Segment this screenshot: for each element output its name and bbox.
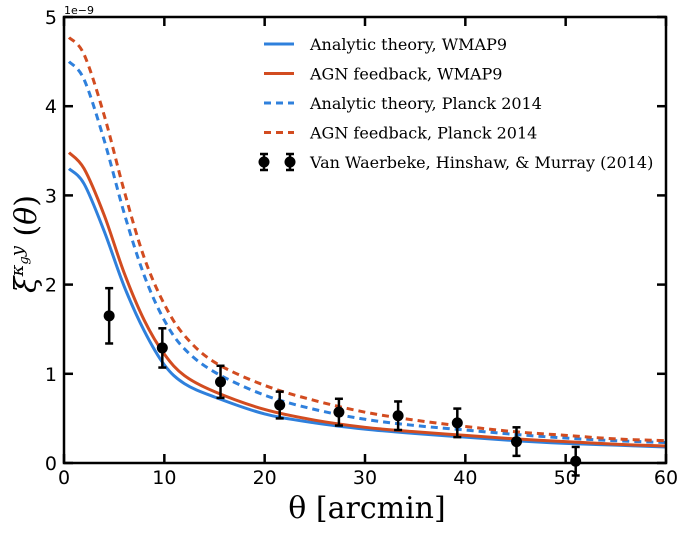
legend-entry: AGN feedback, Planck 2014 [264, 124, 537, 143]
axis-ticks [62, 15, 668, 465]
y-axis-label: ξκgy (θ) [7, 195, 44, 293]
legend-label: Analytic theory, Planck 2014 [309, 94, 542, 113]
y-tick-label: 5 [45, 7, 57, 29]
legend: Analytic theory, WMAP9 AGN feedback, WMAP… [258, 35, 653, 172]
y-scale-label: 1e−9 [64, 4, 94, 17]
x-tick-label: 30 [353, 467, 377, 489]
x-tick-label: 60 [654, 467, 678, 489]
data-point [392, 400, 404, 432]
data-point [511, 426, 523, 458]
data-point [451, 407, 463, 439]
tick-labels: 0 10 20 30 40 50 60 0 1 2 3 4 5 [45, 7, 678, 489]
legend-entry: Analytic theory, Planck 2014 [264, 94, 542, 113]
series-curves [67, 36, 667, 449]
data-point [333, 397, 345, 427]
y-tick-label: 2 [45, 275, 57, 297]
y-tick-label: 0 [45, 453, 57, 475]
legend-label: Van Waerbeke, Hinshaw, & Murray (2014) [309, 153, 653, 172]
series-line-2 [67, 151, 667, 448]
legend-entry: Van Waerbeke, Hinshaw, & Murray (2014) [258, 152, 653, 172]
data-point [274, 390, 286, 420]
x-tick-label: 0 [58, 467, 70, 489]
legend-label: Analytic theory, WMAP9 [309, 35, 507, 54]
y-tick-label: 3 [45, 185, 57, 207]
x-tick-label: 50 [554, 467, 578, 489]
series-line-3 [67, 60, 667, 444]
series-line-4 [67, 36, 667, 443]
legend-label: AGN feedback, WMAP9 [309, 65, 502, 84]
data-point [215, 364, 227, 400]
legend-entry: AGN feedback, WMAP9 [264, 65, 502, 84]
data-point [156, 327, 168, 369]
plot-frame [62, 15, 668, 465]
y-tick-label: 4 [45, 96, 57, 118]
legend-entry: Analytic theory, WMAP9 [264, 35, 507, 54]
x-axis-label: θ [arcmin] [288, 491, 445, 526]
y-tick-label: 1 [45, 364, 57, 386]
x-tick-label: 40 [453, 467, 477, 489]
data-point [103, 286, 115, 345]
data-points [103, 286, 582, 477]
series-line-1 [67, 167, 667, 449]
legend-label: AGN feedback, Planck 2014 [309, 124, 537, 143]
x-tick-label: 10 [152, 467, 176, 489]
x-tick-label: 20 [253, 467, 277, 489]
